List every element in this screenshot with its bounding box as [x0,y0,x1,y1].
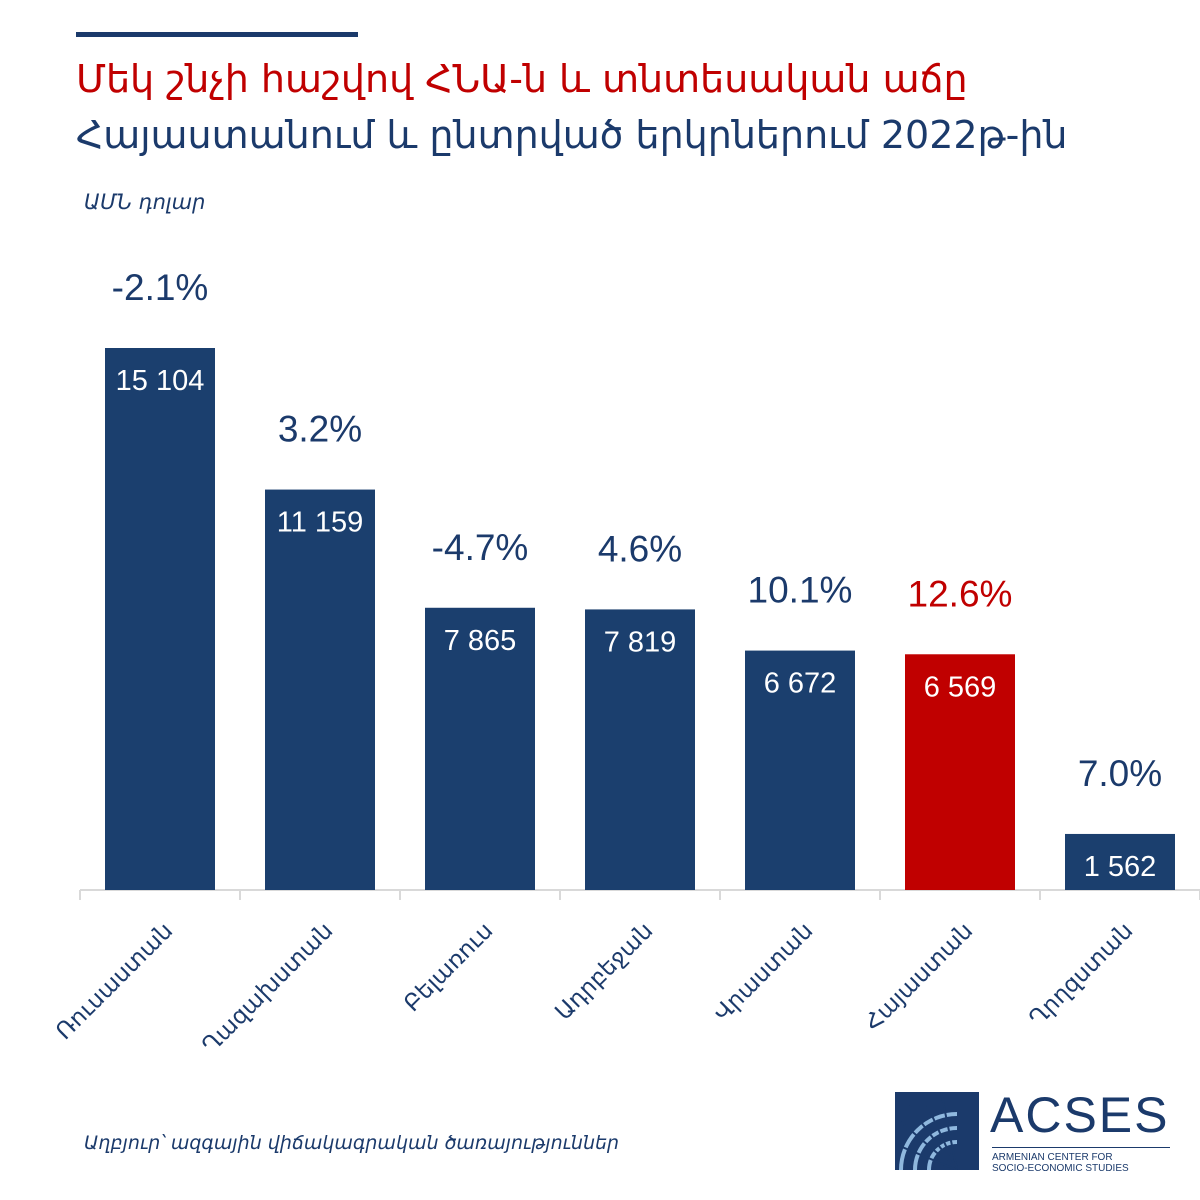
bar-value-label: 15 104 [116,365,205,397]
bar-chart: 15 104 -2.1% Ռուսաստան 11 159 3.2% Ղազախստան 7… [51,267,1200,1059]
bar [425,607,535,890]
top-accent-rule [76,32,358,37]
growth-label: 3.2% [278,409,362,450]
acses-logo: ACSES ARMENIAN CENTER FOR SOCIO-ECONOMIC… [895,1087,1175,1174]
category-label: Ղազախստան [197,918,338,1059]
logo-tagline: ARMENIAN CENTER FOR SOCIO-ECONOMIC STUDI… [992,1152,1129,1174]
logo-divider [992,1147,1170,1148]
bar-value-label: 11 159 [277,507,364,539]
category-label: Բելառուս [399,918,498,1017]
growth-label: 7.0% [1078,753,1162,794]
logo-tagline-line1: ARMENIAN CENTER FOR [992,1152,1113,1163]
growth-label: 10.1% [748,570,853,611]
category-label: Ռուսաստան [51,918,178,1045]
bar [265,489,375,890]
bar-value-label: 7 819 [604,626,677,658]
bar [1065,833,1175,890]
growth-label: -2.1% [112,267,209,308]
unit-label: ԱՄՆ դոլար [84,190,206,214]
category-label: Հայաստան [860,918,978,1036]
source-note: Աղբյուր՝ ազգային վիճակագրական ծառայությո… [84,1132,620,1154]
category-label: Ադրբեջան [550,918,658,1026]
bar-value-label: 6 672 [764,668,837,700]
chart-subtitle: Հայաստանում և ընտրված երկրներում 2022թ-ի… [76,113,1068,157]
growth-label: 4.6% [598,528,682,569]
bar [905,654,1015,890]
chart-title: Մեկ շնչի հաշվով ՀՆԱ-ն և տնտեսական աճը [76,57,968,101]
bar [585,609,695,890]
bar-value-label: 6 569 [924,671,997,703]
logo-wordmark: ACSES [990,1087,1170,1143]
bar-value-label: 1 562 [1084,851,1157,883]
category-label: Վրաստան [709,918,818,1027]
bar [105,348,215,890]
colonnade-emblem-icon [895,1092,979,1170]
bar [745,650,855,890]
category-label: Ղրղզստան [1024,918,1138,1032]
bar-value-label: 7 865 [444,625,517,657]
growth-label: 12.6% [908,573,1013,614]
growth-label: -4.7% [432,527,529,568]
logo-tagline-line2: SOCIO-ECONOMIC STUDIES [992,1163,1129,1174]
